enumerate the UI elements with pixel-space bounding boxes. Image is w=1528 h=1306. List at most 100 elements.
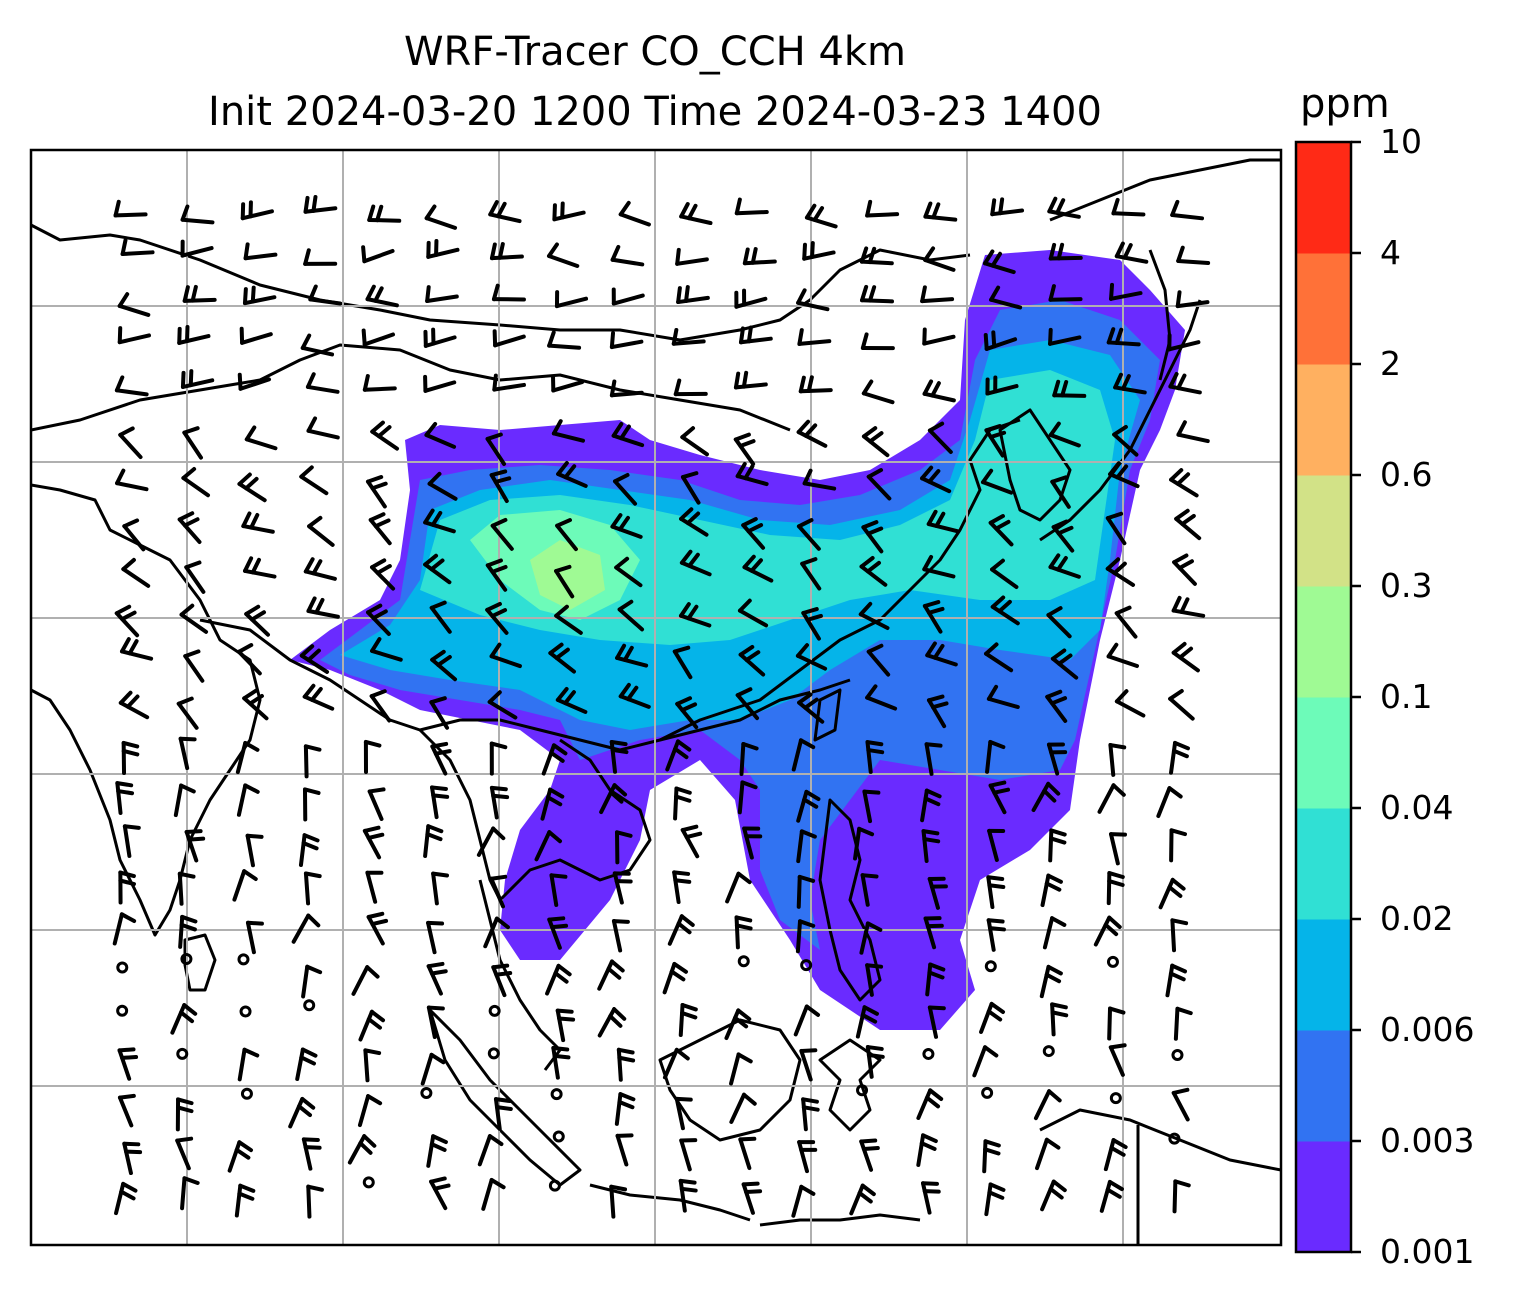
wind-barb-feather (859, 556, 875, 569)
wind-barb-shaft (865, 740, 873, 774)
wind-barb-feather (243, 740, 260, 752)
wind-barb-shaft (611, 433, 645, 448)
wind-barb-feather (179, 783, 196, 794)
wind-barb-feather (675, 247, 681, 266)
wind-barb-shaft (860, 873, 870, 907)
wind-barb-shaft (678, 1003, 685, 1037)
wind-barb (859, 246, 894, 266)
wind-barb-shaft (244, 437, 278, 451)
wind-barb (862, 789, 881, 824)
wind-barb-feather (300, 1096, 316, 1110)
wind-barb (118, 426, 143, 460)
wind-barb (117, 292, 151, 317)
wind-barb-shaft (367, 217, 402, 223)
wind-barb-shaft (1112, 432, 1139, 457)
wind-barb-feather (489, 741, 508, 750)
wind-barb-shaft (1107, 1006, 1113, 1041)
wind-barb (1052, 379, 1087, 398)
wind-barb (365, 284, 399, 308)
wind-barb (302, 787, 321, 822)
wind-barb-feather (429, 558, 445, 572)
wind-barb (1106, 871, 1125, 906)
wind-barb (865, 963, 884, 997)
wind-barb-feather (986, 684, 999, 701)
wind-barb-shaft (366, 915, 385, 946)
wind-barb-feather (426, 824, 444, 834)
wind-barb-feather (983, 249, 995, 266)
wind-barb-shaft (493, 334, 526, 348)
wind-barb-shaft (920, 297, 955, 304)
wind-barb-shaft (493, 1097, 502, 1131)
wind-barb (981, 468, 1014, 495)
wind-barb (734, 915, 753, 950)
wind-barb-shaft (676, 295, 710, 305)
wind-barb-feather (179, 1010, 195, 1024)
wind-barb-shaft (662, 961, 677, 995)
wind-barb-calm (1168, 1132, 1181, 1145)
wind-barb-feather (366, 603, 383, 615)
colorbar-frame (1294, 140, 1353, 1254)
wind-barb (1108, 743, 1127, 777)
wind-barb-shaft (227, 1140, 242, 1173)
wind-barb-feather (424, 204, 437, 221)
wind-barb-shaft (347, 1134, 367, 1165)
wind-barb (801, 1097, 820, 1132)
wind-barb-feather (866, 1052, 885, 1059)
wind-barb-shaft (362, 386, 397, 392)
wind-barb-feather (923, 246, 936, 262)
wind-barb-feather (1113, 372, 1123, 390)
wind-barb-shaft (797, 700, 825, 724)
wind-barb-feather (121, 557, 136, 572)
wind-barb-feather (424, 421, 438, 437)
wind-barb-feather (675, 696, 693, 706)
wind-barb (1174, 508, 1202, 541)
wind-barb (1109, 282, 1143, 301)
wind-barb-feather (120, 637, 131, 654)
wind-barb-shaft (175, 1138, 191, 1171)
wind-barb (1048, 421, 1081, 448)
wind-barb-shaft (984, 428, 1005, 458)
wind-barb-feather (430, 649, 446, 662)
wind-barb-feather (676, 921, 692, 935)
wind-barb (985, 739, 1006, 774)
wind-barb (306, 1184, 324, 1219)
wind-barb-feather (299, 644, 315, 658)
wind-barb-shaft (1048, 255, 1083, 261)
wind-barb (307, 515, 335, 547)
wind-barb-feather (430, 741, 449, 749)
wind-barb-shaft (796, 829, 804, 864)
wind-barb-feather (494, 971, 513, 977)
wind-barb-shaft (485, 563, 508, 592)
wind-barb-feather (373, 518, 391, 529)
wind-barb-feather (299, 465, 314, 479)
wind-barb (1035, 1137, 1061, 1171)
wind-barb-feather (1046, 964, 1063, 976)
wind-barb (609, 1184, 628, 1219)
wind-barb-feather (250, 285, 256, 304)
wind-barb-feather (362, 374, 370, 392)
wind-barb (370, 420, 400, 451)
wind-barb (861, 520, 884, 554)
wind-barb (366, 911, 389, 946)
wind-barb (303, 871, 322, 906)
wind-barb (424, 204, 458, 230)
colorbar-tick-label: 0.02 (1380, 899, 1454, 938)
wind-barb-shaft (737, 780, 745, 815)
wind-barb-feather (626, 685, 639, 702)
wind-barb-feather (366, 832, 385, 840)
colorbar-tick-label: 0.1 (1380, 677, 1433, 716)
wind-barb (548, 642, 576, 674)
wind-barb-feather (981, 468, 994, 485)
wind-barb-feather (674, 786, 692, 795)
wind-barb-shaft (1046, 613, 1072, 639)
wind-barb (113, 199, 148, 218)
wind-barb-feather (485, 558, 503, 568)
coastlines (31, 158, 1281, 1245)
wind-barb-feather (1050, 475, 1068, 484)
wind-barb-feather (429, 600, 447, 610)
wind-barb-shaft (734, 210, 769, 216)
wind-barb-feather (797, 328, 804, 346)
wind-barb-feather (614, 556, 630, 570)
wind-barb-feather (122, 824, 141, 830)
wind-barb (490, 517, 514, 551)
